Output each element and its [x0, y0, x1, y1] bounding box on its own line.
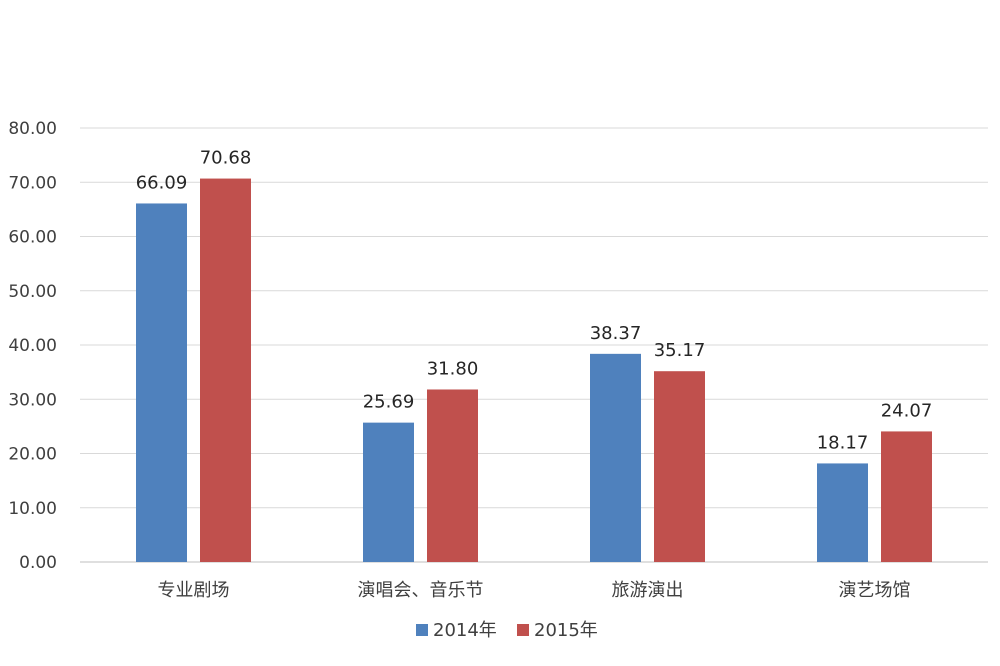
y-tick-label: 80.00 [8, 119, 57, 139]
x-axis: 专业剧场 演唱会、音乐节 旅游演出 演艺场馆 [158, 580, 911, 601]
data-label: 24.07 [881, 400, 933, 421]
data-label: 18.17 [817, 432, 869, 453]
x-tick-label: 专业剧场 [158, 580, 230, 601]
bar-2015-0 [200, 178, 251, 562]
x-tick-label: 旅游演出 [612, 580, 684, 601]
x-tick-label: 演唱会、音乐节 [358, 580, 484, 601]
y-tick-label: 60.00 [8, 228, 57, 248]
legend-swatch [416, 624, 428, 636]
data-label: 38.37 [590, 323, 642, 344]
y-tick-label: 30.00 [8, 390, 57, 410]
y-tick-label: 70.00 [8, 173, 57, 193]
legend-label: 2015年 [534, 620, 598, 641]
y-tick-label: 0.00 [19, 553, 57, 573]
bars [136, 178, 932, 563]
bar-2015-1 [427, 389, 478, 562]
bar-2014-1 [363, 422, 414, 562]
data-label: 25.69 [363, 392, 415, 413]
y-tick-label: 50.00 [8, 282, 57, 302]
bar-2014-0 [136, 203, 187, 563]
data-label: 31.80 [427, 358, 479, 379]
data-label: 66.09 [136, 172, 188, 193]
bar-2014-3 [817, 463, 868, 562]
y-tick-label: 40.00 [8, 336, 57, 356]
data-label: 70.68 [200, 148, 252, 169]
bar-2015-2 [654, 371, 705, 562]
y-tick-label: 20.00 [8, 445, 57, 465]
x-tick-label: 演艺场馆 [839, 580, 911, 601]
legend: 2014年 2015年 [416, 620, 598, 641]
legend-swatch [517, 624, 529, 636]
y-tick-label: 10.00 [8, 499, 57, 519]
legend-label: 2014年 [433, 620, 497, 641]
data-label: 35.17 [654, 340, 706, 361]
bar-2014-2 [590, 353, 641, 562]
y-axis: 0.00 10.00 20.00 30.00 40.00 50.00 60.00 70.00 8… [8, 119, 57, 573]
data-labels: 66.09 70.68 25.69 31.80 38.37 35.17 18.17 24.07 [136, 148, 933, 454]
bar-2015-3 [881, 431, 932, 562]
